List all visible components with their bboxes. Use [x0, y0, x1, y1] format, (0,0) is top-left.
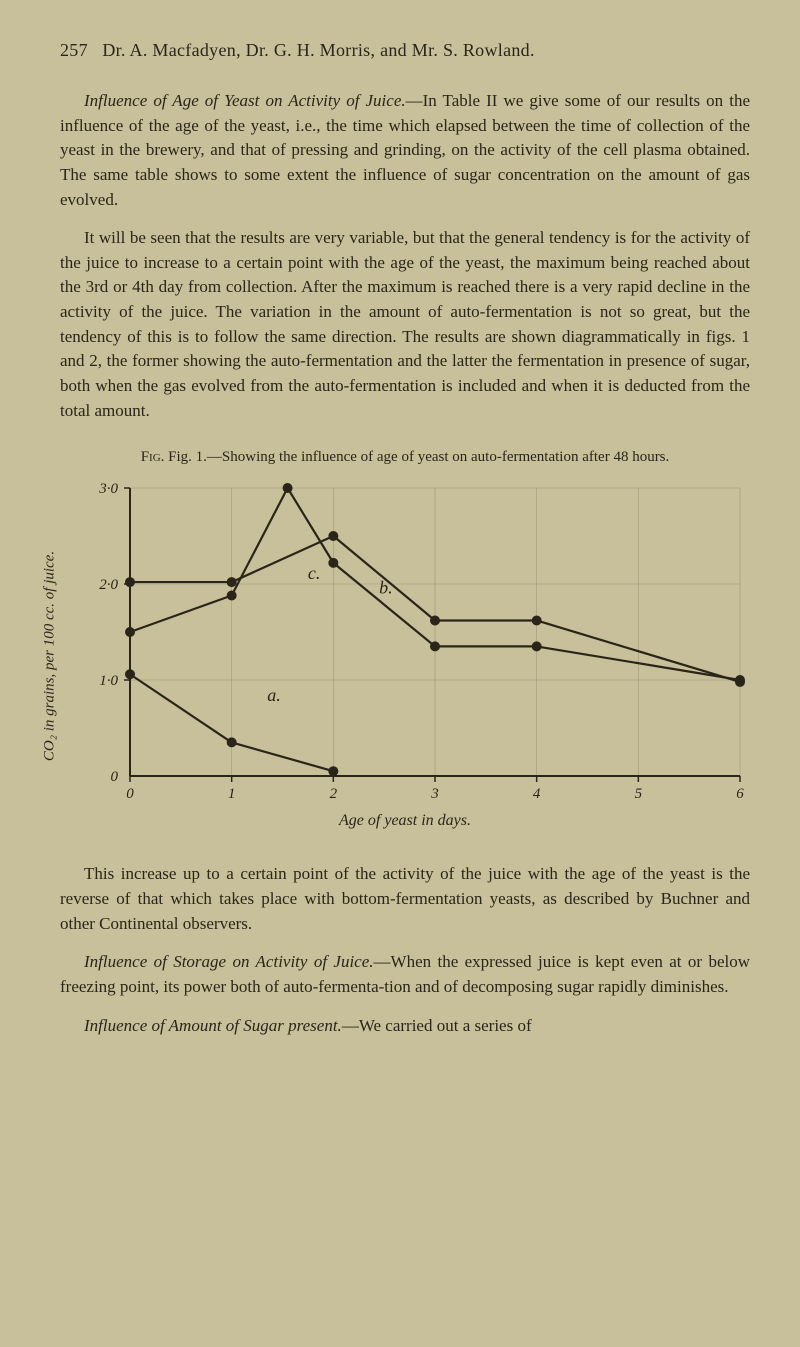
svg-text:0: 0 — [111, 769, 119, 785]
para5-lead: Influence of Amount of Sugar present. — [84, 1016, 342, 1035]
paragraph-2: It will be seen that the results are ver… — [60, 226, 750, 423]
svg-text:3·0: 3·0 — [98, 481, 118, 497]
y-axis-label: CO₂ in grains, per 100 cc. of juice. — [42, 551, 59, 761]
svg-text:c.: c. — [308, 564, 321, 584]
page-number: 257 — [60, 40, 88, 60]
svg-text:1·0: 1·0 — [99, 673, 118, 689]
paragraph-1: Influence of Age of Yeast on Activity of… — [60, 89, 750, 212]
svg-text:5: 5 — [635, 786, 643, 802]
svg-text:3: 3 — [430, 786, 439, 802]
para5-body: —We carried out a series of — [342, 1016, 532, 1035]
svg-text:a.: a. — [267, 685, 281, 705]
line-chart: 0 1·0 2·0 3·0 0 1 2 3 4 5 6 a. b. c. — [60, 476, 750, 806]
para1-lead: Influence of Age of Yeast on Activity of… — [84, 91, 406, 110]
paragraph-3: This increase up to a certain point of t… — [60, 862, 750, 936]
svg-text:2·0: 2·0 — [99, 577, 118, 593]
paragraph-5: Influence of Amount of Sugar present.—We… — [60, 1014, 750, 1039]
page-header: 257 Dr. A. Macfadyen, Dr. G. H. Morris, … — [60, 40, 750, 61]
x-axis-label: Age of yeast in days. — [60, 812, 750, 830]
para4-lead: Influence of Storage on Activity of Juic… — [84, 952, 374, 971]
svg-text:4: 4 — [533, 786, 541, 802]
svg-text:2: 2 — [330, 786, 338, 802]
svg-text:0: 0 — [126, 786, 134, 802]
svg-text:6: 6 — [736, 786, 744, 802]
svg-text:b.: b. — [379, 578, 393, 598]
paragraph-4: Influence of Storage on Activity of Juic… — [60, 950, 750, 999]
header-authors: Dr. A. Macfadyen, Dr. G. H. Morris, and … — [102, 40, 534, 60]
fig-label: Fig. — [141, 449, 165, 465]
figure-caption: Fig. Fig. 1.—Showing the influence of ag… — [60, 447, 750, 468]
svg-text:1: 1 — [228, 786, 236, 802]
chart-container: CO₂ in grains, per 100 cc. of juice. 01·… — [60, 476, 750, 836]
fig-caption-text: Fig. 1.—Showing the influence of age of … — [168, 449, 669, 465]
